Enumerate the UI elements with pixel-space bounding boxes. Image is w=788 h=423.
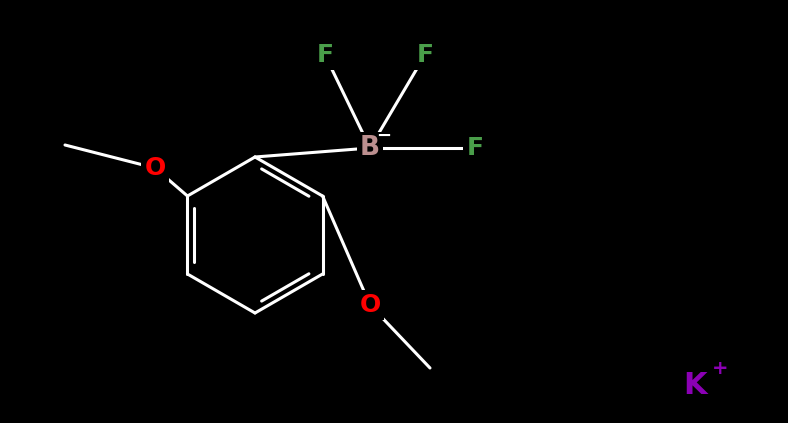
Text: K: K xyxy=(683,371,707,399)
Text: +: + xyxy=(712,359,728,377)
Text: −: − xyxy=(377,127,392,145)
Text: B: B xyxy=(360,135,380,161)
Text: O: O xyxy=(359,293,381,317)
Text: F: F xyxy=(417,43,433,67)
Text: O: O xyxy=(144,156,165,180)
Text: F: F xyxy=(466,136,484,160)
Text: F: F xyxy=(317,43,333,67)
